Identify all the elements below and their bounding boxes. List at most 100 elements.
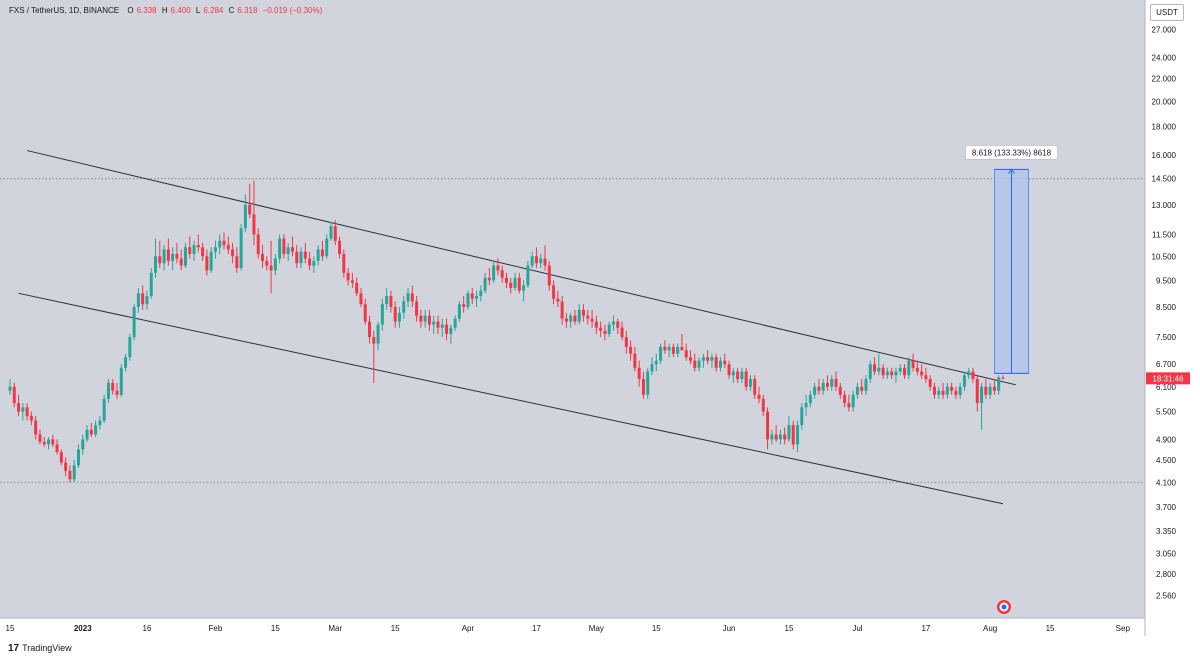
candle — [295, 245, 299, 268]
candle-body — [205, 256, 209, 271]
time-tick-label: Mar — [328, 624, 342, 633]
candle-body — [877, 367, 881, 372]
candle — [740, 367, 744, 383]
candle — [188, 236, 192, 259]
candle-body — [834, 379, 838, 387]
price-range-measure[interactable]: 8.618 (133.33%) 8618 — [965, 145, 1058, 374]
candle — [624, 330, 628, 354]
currency-button[interactable]: USDT — [1150, 4, 1184, 21]
candle — [821, 379, 825, 395]
candle-body — [659, 346, 663, 361]
candle-body — [710, 357, 714, 361]
news-flag-icon[interactable] — [997, 600, 1011, 614]
candle-body — [29, 416, 33, 421]
candle-body — [338, 240, 342, 254]
candle — [320, 240, 324, 261]
candle — [213, 240, 217, 259]
candle-body — [881, 367, 885, 376]
trend-channel[interactable] — [18, 150, 1016, 505]
candle-body — [808, 394, 812, 404]
candle-body — [183, 247, 187, 266]
candle — [697, 357, 701, 372]
candle — [427, 309, 431, 331]
time-tick-label: Apr — [462, 624, 475, 633]
price-axis[interactable]: 27.000 24.000 22.000 20.000 18.000 16.000 14.5… — [1146, 25, 1190, 600]
candle-body — [984, 386, 988, 395]
candle-body — [346, 272, 350, 281]
candle — [611, 315, 615, 331]
candle — [984, 379, 988, 399]
price-tick-label: 3.050 — [1156, 549, 1177, 558]
candle — [710, 353, 714, 368]
candle-body — [436, 321, 440, 328]
candle — [47, 436, 51, 450]
candle-body — [261, 253, 265, 261]
candle-body — [282, 238, 286, 254]
candle — [637, 360, 641, 387]
candle-body — [124, 357, 128, 368]
candle — [616, 318, 620, 334]
candle — [539, 253, 543, 268]
candle — [843, 390, 847, 408]
price-tick-label: 18.000 — [1152, 123, 1177, 132]
candle — [346, 267, 350, 286]
candle — [252, 180, 256, 246]
candle — [196, 234, 200, 252]
candle-body — [727, 364, 731, 376]
tradingview-logo[interactable]: 17 TradingView — [8, 643, 72, 654]
candle — [641, 371, 645, 399]
price-tick-label: 11.500 — [1152, 230, 1176, 239]
price-tick-label: 6.700 — [1156, 360, 1177, 369]
candle — [980, 382, 984, 430]
candle-body — [962, 375, 966, 387]
candle-body — [359, 293, 363, 305]
candle-body — [813, 386, 817, 395]
candle-body — [445, 324, 449, 334]
candle-body — [89, 429, 93, 435]
candle — [646, 367, 650, 399]
candle — [920, 364, 924, 380]
candle — [834, 371, 838, 391]
time-tick-label: 15 — [271, 624, 280, 633]
candle-body — [51, 439, 55, 445]
candle — [945, 382, 949, 399]
candle-body — [119, 367, 123, 395]
candle-body — [479, 290, 483, 296]
candle-body — [269, 265, 273, 271]
plot-background — [0, 0, 1145, 636]
candle-body — [873, 364, 877, 372]
candle-body — [278, 238, 282, 259]
candle — [34, 416, 38, 440]
candle — [183, 242, 187, 268]
candle — [577, 304, 581, 325]
price-tick-label: 4.100 — [1156, 478, 1177, 487]
candle — [748, 375, 752, 391]
candle — [962, 371, 966, 391]
candle-body — [303, 251, 307, 259]
candle-body — [320, 249, 324, 257]
candle-body — [534, 256, 538, 264]
price-tick-label: 4.900 — [1156, 435, 1177, 444]
candle-body — [406, 293, 410, 302]
candle — [599, 321, 603, 338]
candle — [770, 429, 774, 445]
tradingview-logo-icon: 17 — [8, 643, 20, 654]
candle — [385, 288, 389, 310]
candle — [796, 420, 800, 453]
candle-body — [329, 226, 333, 239]
candle — [316, 245, 320, 266]
candle-body — [380, 304, 384, 325]
symbol-title[interactable]: FXS / TetherUS, 1D, BINANCE — [9, 6, 120, 15]
candle — [149, 267, 153, 299]
candle — [136, 288, 140, 313]
time-axis-background — [0, 618, 1145, 636]
candle — [462, 295, 466, 313]
candle-body — [372, 337, 376, 344]
candle — [94, 420, 98, 437]
candle-body — [766, 411, 770, 440]
candle — [864, 375, 868, 395]
candle — [8, 379, 12, 395]
time-axis[interactable]: 15 2023 16 Feb 15 Mar 15 Apr 17 May 15 Jun 15 Jul 17 Au… — [6, 624, 1131, 633]
candle-body — [971, 371, 975, 380]
